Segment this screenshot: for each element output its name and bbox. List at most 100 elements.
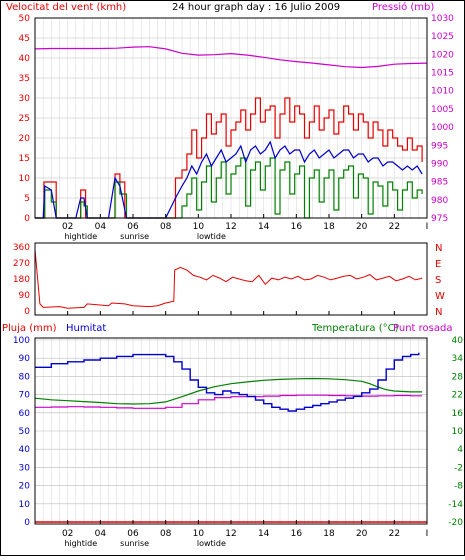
wind-tick-label: 45 — [19, 34, 30, 44]
x-tick-label: 22 — [389, 529, 400, 539]
temperature-tick-label: -8 — [454, 482, 463, 492]
compass-label: N — [435, 307, 442, 318]
humidity-temperature-panel: 0 10 20 30 40 50 60 70 80 90 100 -20 -14 -8 -2 4 10 16 22 2… — [13, 336, 463, 548]
x-tick-label: 02 — [62, 222, 73, 232]
wind-tick-label: 25 — [19, 114, 30, 124]
temperature-series-line — [34, 377, 423, 405]
humidity-tick-label: 80 — [19, 372, 31, 382]
pressure-tick-label: 1025 — [431, 32, 454, 42]
humidity-tick-label: 70 — [19, 391, 31, 401]
x-tick-label: 02 — [62, 529, 73, 539]
pressure-tick-label: 1010 — [431, 87, 454, 97]
humidity-tick-label: 100 — [13, 336, 30, 346]
pressure-tick-label: 1015 — [431, 69, 454, 79]
wind-tick-label: 30 — [19, 94, 31, 104]
marker-lowtide: lowtide — [197, 539, 226, 548]
marker-hightide: hightide — [64, 539, 97, 548]
pressure-tick-label: 1000 — [431, 123, 454, 133]
pressure-tick-label: 1020 — [431, 50, 454, 60]
wind-pressure-panel: 0510152025303540455097598098599099510001… — [19, 14, 455, 241]
x-tick-label: 06 — [127, 222, 139, 232]
humidity-tick-label: 90 — [19, 354, 31, 364]
pressure-tick-label: 990 — [431, 159, 448, 169]
humidity-series-line — [35, 352, 420, 412]
temperature-tick-label: 16 — [452, 409, 464, 419]
direction-tick-label: 90 — [19, 291, 31, 301]
humidity-tick-label: 30 — [19, 463, 31, 473]
x-tick-label: 20 — [356, 529, 368, 539]
pressure-tick-label: 975 — [431, 214, 448, 224]
pressure-tick-label: 995 — [431, 141, 448, 151]
compass-label: E — [435, 259, 441, 270]
x-tick-label: 22 — [389, 222, 400, 232]
temperature-tick-label: 28 — [452, 372, 464, 382]
wind-min-series-line — [35, 157, 423, 219]
direction-series-line — [34, 249, 423, 309]
marker-sunrise: sunrise — [120, 539, 149, 548]
pressure-tick-label: 980 — [431, 196, 448, 206]
x-tick-label: 12 — [225, 222, 236, 232]
x-tick-label: 14 — [258, 222, 270, 232]
x-tick-label: 12 — [225, 529, 236, 539]
chart-title: 24 hour graph day : 16 Julio 2009 — [172, 2, 340, 13]
marker-lowtide: lowtide — [197, 232, 226, 241]
direction-tick-label: 270 — [13, 259, 30, 269]
marker-hightide: hightide — [64, 232, 97, 241]
humidity-axis-title: Humitat — [66, 323, 106, 334]
pressure-series-line — [34, 46, 428, 69]
x-tick-label: 08 — [160, 529, 172, 539]
wind-tick-label: 10 — [19, 174, 31, 184]
wind-tick-label: 40 — [19, 54, 31, 64]
wind-tick-label: 35 — [19, 74, 30, 84]
wind-axis-title: Velocitat del vent (kmh) — [6, 2, 126, 13]
wind-avg-series-line — [35, 140, 423, 219]
x-tick-label: 04 — [95, 222, 107, 232]
temperature-tick-label: -14 — [448, 500, 463, 510]
x-tick-label: 18 — [323, 222, 335, 232]
wind-tick-label: 50 — [19, 14, 31, 24]
wind-tick-label: 20 — [19, 134, 31, 144]
humidity-tick-label: 50 — [19, 427, 31, 437]
direction-tick-label: 180 — [13, 275, 30, 285]
direction-tick-label: 0 — [24, 307, 30, 317]
temperature-tick-label: 40 — [452, 336, 464, 346]
pressure-axis-title: Pressió (mb) — [372, 1, 434, 13]
x-tick-label: I — [426, 222, 429, 232]
direction-tick-label: 360 — [13, 243, 30, 253]
x-tick-label: 18 — [323, 529, 335, 539]
pressure-tick-label: 1005 — [431, 105, 454, 115]
x-tick-label: 10 — [193, 222, 205, 232]
dewpoint-axis-title: Punt rosada — [393, 323, 452, 334]
compass-label: S — [435, 275, 441, 286]
x-tick-label: 20 — [356, 222, 368, 232]
pressure-tick-label: 985 — [431, 178, 448, 188]
marker-sunrise: sunrise — [120, 232, 149, 241]
compass-label: N — [435, 243, 442, 254]
temperature-axis-title: Temperatura (°C) — [311, 323, 399, 334]
wind-tick-label: 0 — [24, 214, 30, 224]
x-tick-label: 06 — [127, 529, 139, 539]
wind-tick-label: 5 — [24, 194, 30, 204]
temperature-tick-label: 10 — [452, 427, 464, 437]
temperature-tick-label: 34 — [452, 354, 464, 364]
temperature-tick-label: -20 — [448, 518, 463, 528]
x-tick-label: 08 — [160, 222, 172, 232]
x-tick-label: 14 — [258, 529, 270, 539]
pressure-tick-label: 1030 — [431, 14, 454, 24]
humidity-tick-label: 20 — [19, 482, 31, 492]
temperature-tick-label: 22 — [452, 391, 463, 401]
wind-tick-label: 15 — [19, 154, 30, 164]
temperature-tick-label: 4 — [457, 445, 463, 455]
compass-label: W — [435, 291, 445, 302]
temperature-tick-label: -2 — [454, 463, 463, 473]
humidity-tick-label: 40 — [19, 445, 31, 455]
x-tick-label: I — [426, 529, 429, 539]
rain-axis-title: Pluja (mm) — [2, 323, 57, 334]
x-tick-label: 10 — [193, 529, 205, 539]
humidity-tick-label: 10 — [19, 500, 31, 510]
x-tick-label: 04 — [95, 529, 107, 539]
